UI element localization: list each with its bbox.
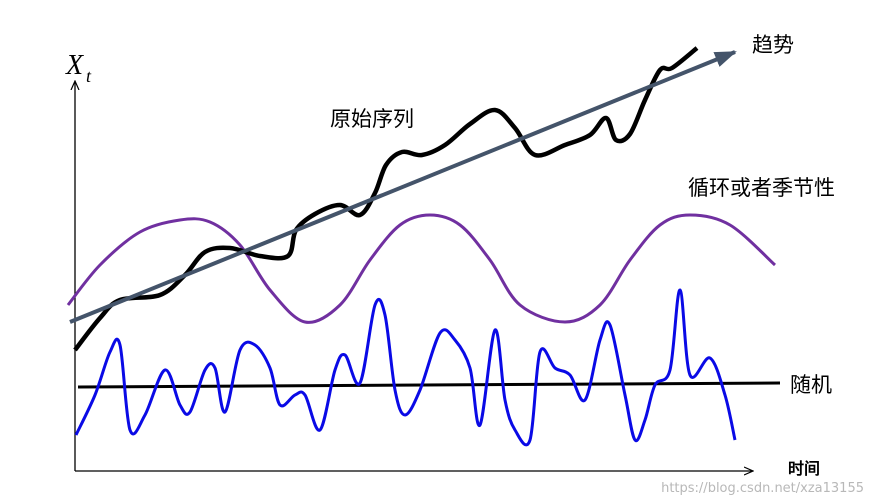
random-label: 随机 <box>790 373 832 397</box>
seasonal-label: 循环或者季节性 <box>688 176 835 200</box>
y-axis-label: X <box>65 50 84 81</box>
trend-arrow <box>69 50 737 324</box>
trend-label: 趋势 <box>752 33 794 57</box>
watermark: https://blog.csdn.net/xza13155 <box>661 481 864 496</box>
random-baseline <box>77 381 781 389</box>
y-axis-subscript: t <box>86 66 92 86</box>
x-axis-label: 时间 <box>788 459 820 478</box>
original-curve <box>73 46 699 352</box>
random-curve <box>74 288 737 447</box>
seasonal-curve <box>66 213 777 324</box>
original-label: 原始序列 <box>330 107 414 131</box>
